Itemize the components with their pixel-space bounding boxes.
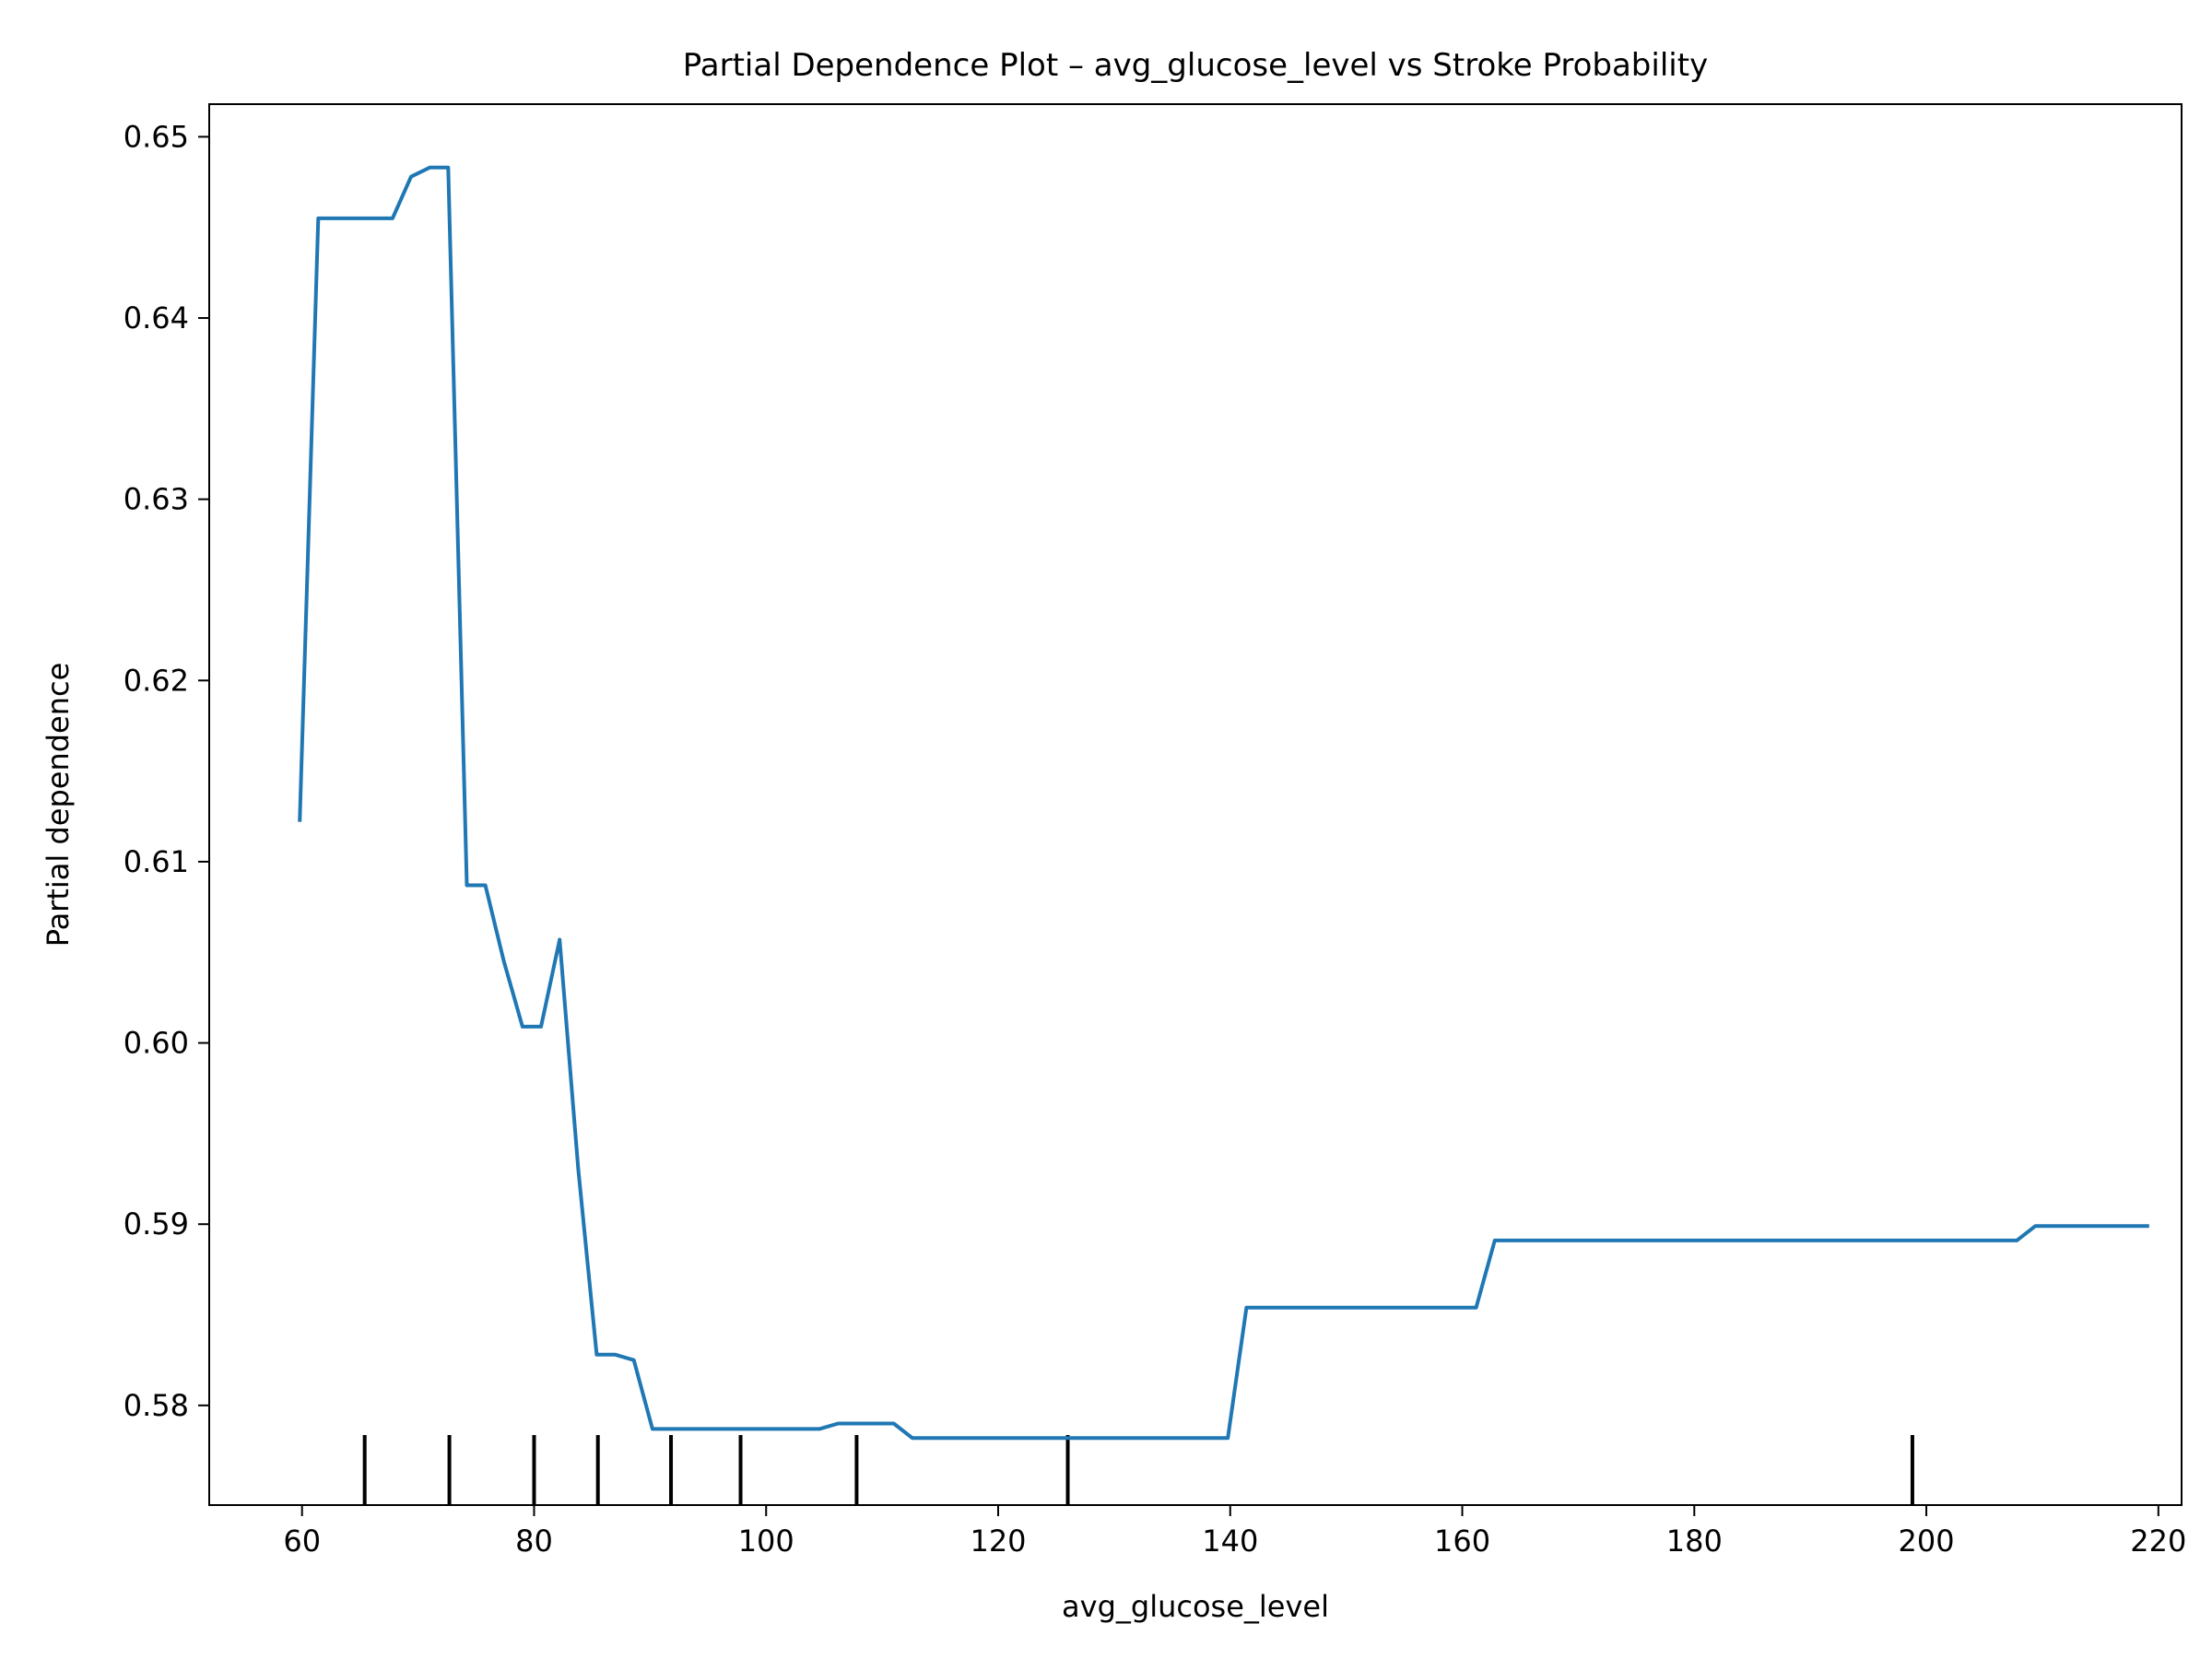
- x-axis: 60 80 100 120 140 160 180 200 220: [283, 1505, 2186, 1559]
- series-layer: [298, 165, 2149, 1441]
- x-axis-label: avg_glucose_level: [1062, 1589, 1329, 1624]
- y-tick-label: 0.61: [124, 844, 189, 879]
- x-tick-label: 60: [283, 1524, 321, 1559]
- x-tick-label: 220: [2130, 1524, 2186, 1559]
- x-tick-label: 160: [1434, 1524, 1490, 1559]
- y-tick-label: 0.59: [124, 1206, 189, 1241]
- x-tick-label: 120: [970, 1524, 1026, 1559]
- y-tick-label: 0.63: [124, 482, 189, 517]
- x-tick-label: 100: [738, 1524, 794, 1559]
- x-tick-label: 180: [1666, 1524, 1723, 1559]
- y-axis: 0.58 0.59 0.60 0.61 0.62 0.63 0.64 0.65: [124, 119, 209, 1423]
- y-tick-label: 0.58: [124, 1388, 189, 1423]
- chart-title: Partial Dependence Plot – avg_glucose_le…: [683, 47, 1708, 84]
- x-tick-label: 140: [1202, 1524, 1258, 1559]
- y-tick-label: 0.64: [124, 300, 189, 335]
- axes-frame: [208, 103, 2183, 1506]
- y-tick-label: 0.65: [124, 119, 189, 154]
- x-tick-label: 200: [1899, 1524, 1955, 1559]
- y-axis-label: Partial dependence: [41, 663, 76, 947]
- x-tick-label: 80: [515, 1524, 553, 1559]
- decile-markers: [362, 1435, 1914, 1505]
- y-tick-label: 0.62: [124, 663, 189, 698]
- y-tick-label: 0.60: [124, 1026, 189, 1061]
- series-line-0: [298, 165, 2149, 1441]
